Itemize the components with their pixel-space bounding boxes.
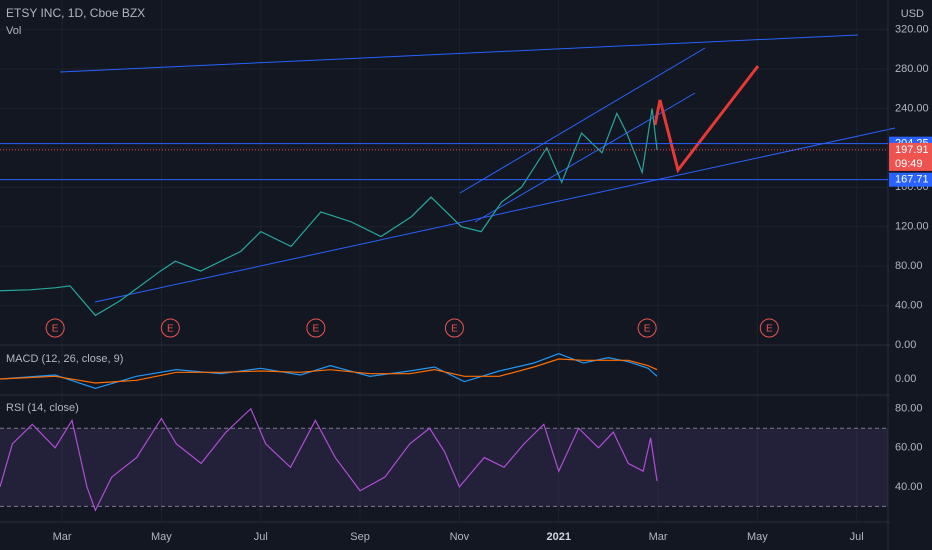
earnings-label: E	[766, 324, 773, 335]
y-tick-label: 80.00	[895, 260, 923, 272]
trend-line	[59, 34, 859, 73]
projection-line	[653, 65, 760, 174]
x-tick-label: Mar	[53, 531, 72, 543]
earnings-marker	[45, 318, 65, 338]
price-badge-label: 167.71	[895, 174, 929, 186]
x-tick-label: 2021	[546, 531, 570, 543]
earnings-marker	[759, 318, 779, 338]
y-tick-label: 80.00	[895, 403, 923, 415]
y-tick-label: 40.00	[895, 481, 923, 493]
series-line	[0, 358, 658, 384]
y-tick-label: 120.00	[895, 221, 929, 233]
series-line	[0, 108, 658, 317]
earnings-label: E	[451, 324, 458, 335]
x-tick-label: Mar	[649, 531, 668, 543]
rsi-title: RSI (14, close)	[6, 402, 79, 414]
x-tick-label: Jul	[850, 531, 864, 543]
x-tick-label: May	[747, 531, 768, 543]
series-line	[0, 407, 658, 512]
rsi-band	[0, 428, 888, 507]
chart-title: ETSY INC, 1D, Cboe BZX	[6, 6, 145, 20]
last-price-badge	[889, 142, 932, 171]
y-tick-label: 0.00	[895, 339, 916, 351]
price-badge	[889, 172, 932, 187]
earnings-marker	[444, 318, 464, 338]
earnings-label: E	[313, 324, 320, 335]
y-tick-label: 0.00	[895, 373, 916, 385]
series-line	[0, 353, 658, 389]
earnings-label: E	[644, 324, 651, 335]
x-tick-label: Sep	[350, 531, 370, 543]
trend-line	[459, 47, 706, 194]
last-price-label: 197.91	[895, 144, 929, 156]
y-axis-label: USD	[901, 8, 924, 20]
macd-title: MACD (12, 26, close, 9)	[6, 353, 123, 365]
chart-subtitle: Vol	[6, 25, 21, 37]
earnings-marker	[160, 318, 180, 338]
earnings-label: E	[167, 324, 174, 335]
countdown-label: 09:49	[895, 158, 923, 170]
earnings-label: E	[52, 324, 59, 335]
y-tick-label: 240.00	[895, 102, 929, 114]
y-tick-label: 40.00	[895, 299, 923, 311]
trend-line	[94, 127, 896, 303]
y-tick-label: 60.00	[895, 442, 923, 454]
y-tick-label: 320.00	[895, 23, 929, 35]
x-tick-label: Nov	[450, 531, 470, 543]
x-tick-label: May	[151, 531, 172, 543]
earnings-marker	[306, 318, 326, 338]
y-tick-label: 280.00	[895, 63, 929, 75]
earnings-marker	[637, 318, 657, 338]
x-tick-label: Jul	[254, 531, 268, 543]
